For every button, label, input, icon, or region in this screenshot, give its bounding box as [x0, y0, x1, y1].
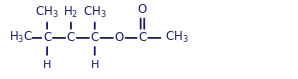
Text: CH$_3$: CH$_3$ — [35, 5, 59, 20]
Text: O: O — [138, 3, 147, 16]
Text: C: C — [138, 31, 147, 44]
Text: H$_3$C: H$_3$C — [9, 30, 33, 46]
Text: H$_2$: H$_2$ — [63, 5, 79, 20]
Text: H: H — [43, 60, 51, 70]
Text: C: C — [43, 31, 51, 44]
Text: H: H — [91, 60, 99, 70]
Text: O: O — [114, 31, 124, 44]
Text: CH$_3$: CH$_3$ — [165, 30, 189, 46]
Text: C: C — [91, 31, 99, 44]
Text: C: C — [67, 31, 75, 44]
Text: CH$_3$: CH$_3$ — [83, 5, 107, 20]
